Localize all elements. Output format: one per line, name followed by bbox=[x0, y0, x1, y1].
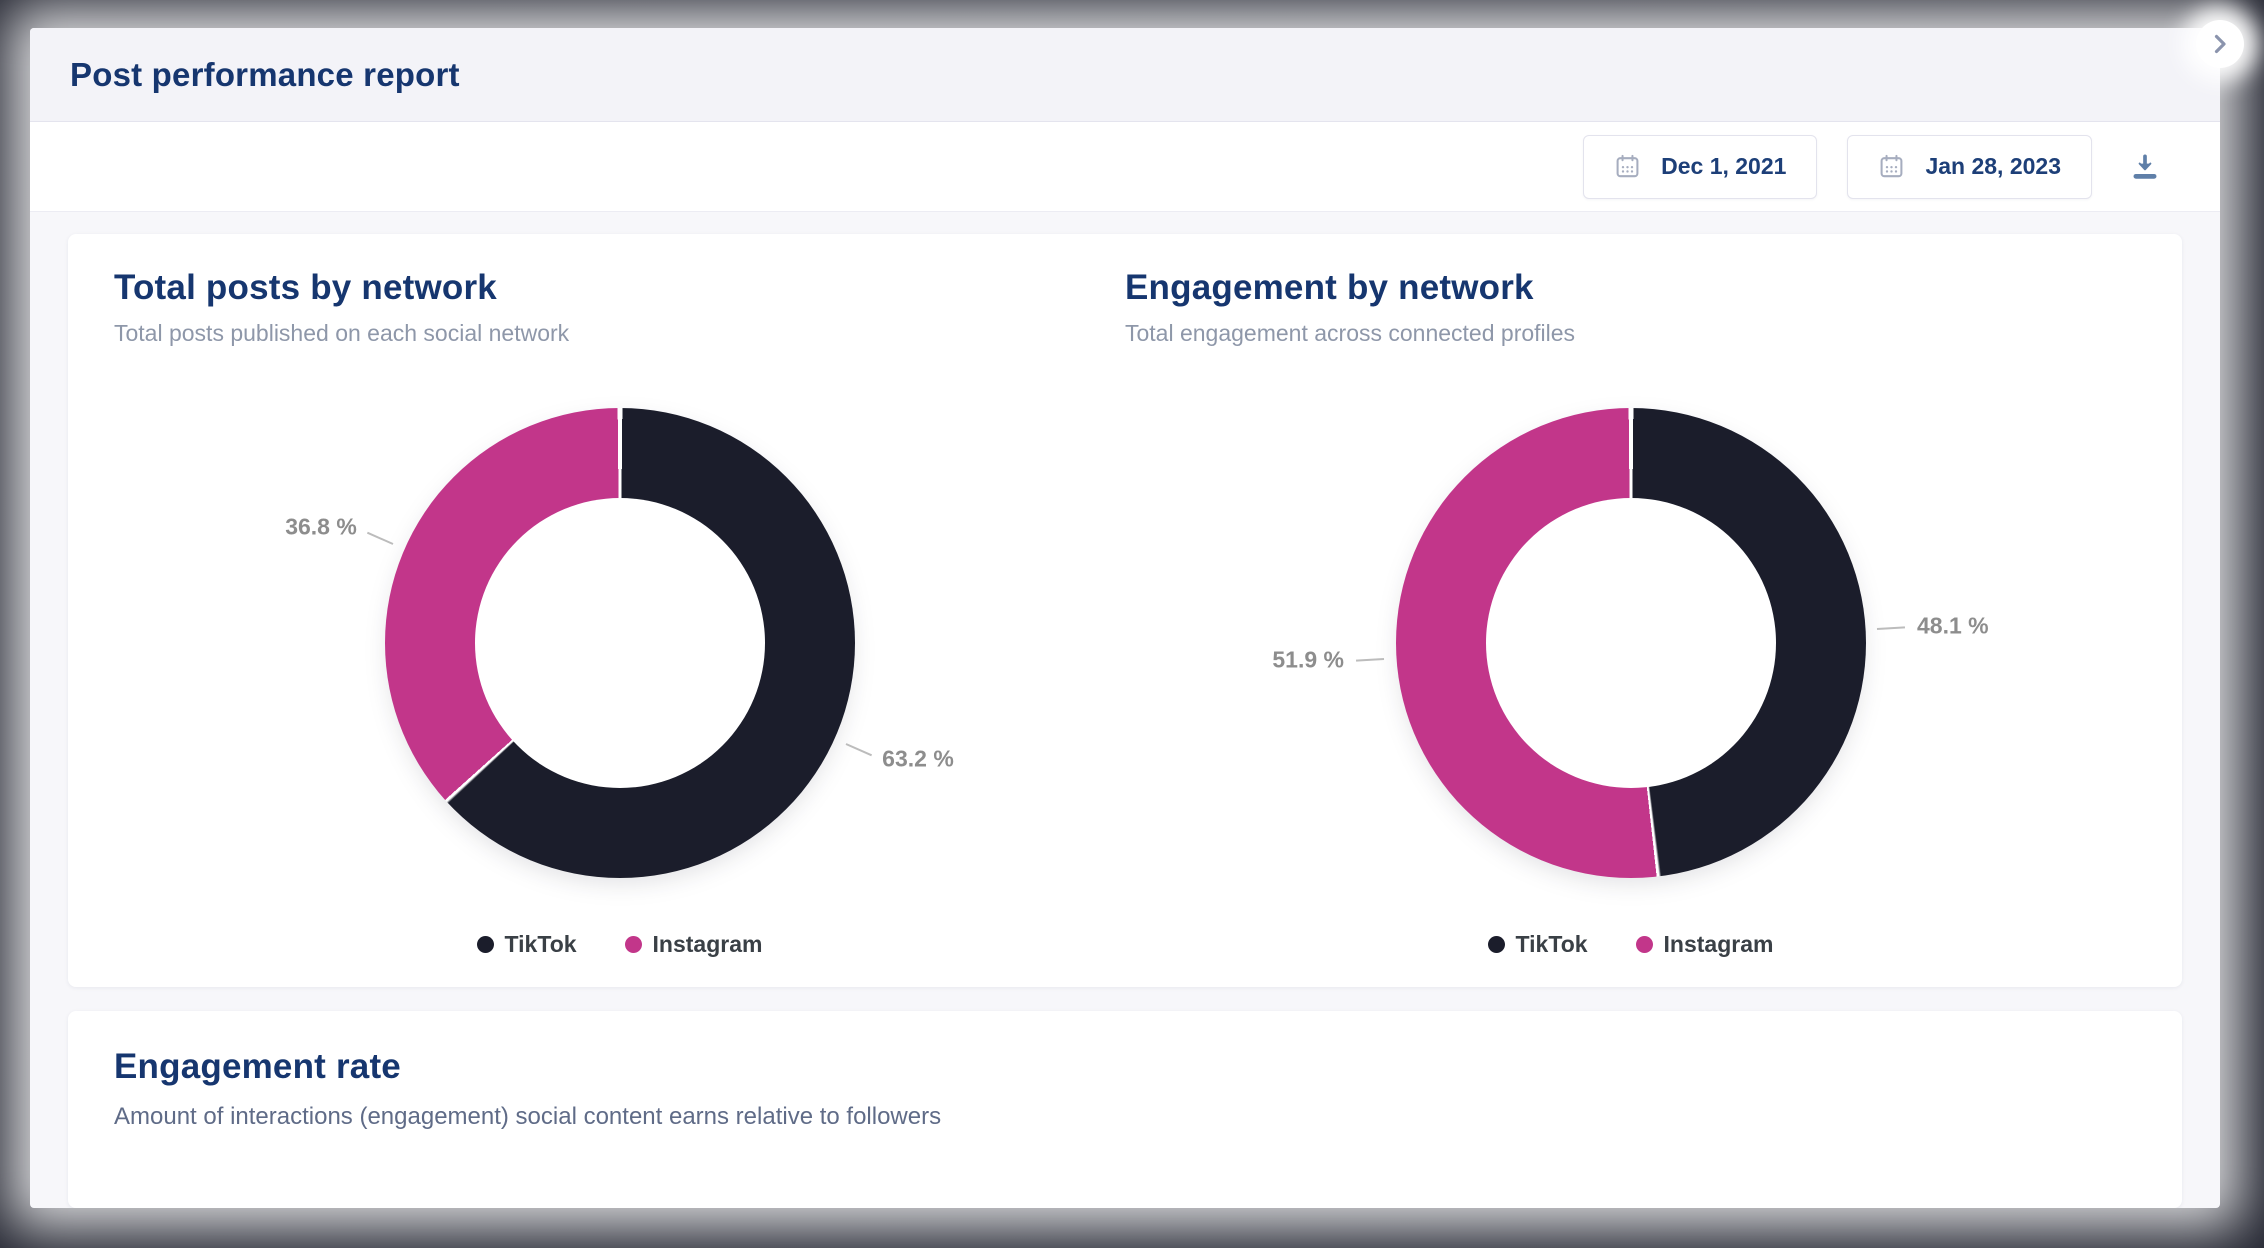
calendar-icon bbox=[1614, 153, 1641, 180]
charts-card: Total posts by network Total posts publi… bbox=[68, 234, 2182, 987]
legend-item-tiktok[interactable]: TikTok bbox=[476, 930, 577, 958]
modal-content: Total posts by network Total posts publi… bbox=[30, 212, 2220, 1208]
chart-subtitle: Total posts published on each social net… bbox=[114, 320, 570, 346]
slice-value-label: 48.1 % bbox=[1916, 612, 1989, 639]
donut-chart: 48.1 % 51.9 % bbox=[1125, 365, 2136, 921]
section-subtitle: Amount of interactions (engagement) soci… bbox=[114, 1103, 942, 1130]
engagement-rate-card: Engagement rate Amount of interactions (… bbox=[68, 1011, 2182, 1208]
chart-subtitle: Total engagement across connected profil… bbox=[1125, 320, 1576, 346]
calendar-icon bbox=[1878, 153, 1905, 180]
download-report-button[interactable] bbox=[2122, 144, 2168, 190]
label-leader-line bbox=[367, 532, 394, 546]
legend-label: TikTok bbox=[504, 930, 577, 957]
legend-item-instagram[interactable]: Instagram bbox=[1635, 930, 1774, 958]
date-from-button[interactable]: Dec 1, 2021 bbox=[1583, 134, 1818, 199]
chart-total-posts: Total posts by network Total posts publi… bbox=[114, 268, 1125, 965]
chart-engagement: Engagement by network Total engagement a… bbox=[1125, 268, 2136, 965]
legend-dot bbox=[476, 935, 494, 953]
legend-dot bbox=[624, 935, 642, 953]
legend-label: TikTok bbox=[1515, 930, 1588, 957]
chart-legend: TikTok Instagram bbox=[1125, 923, 2136, 965]
page-title: Post performance report bbox=[70, 55, 460, 93]
date-to-button[interactable]: Jan 28, 2023 bbox=[1847, 134, 2092, 199]
date-to-label: Jan 28, 2023 bbox=[1925, 153, 2061, 179]
legend-dot bbox=[1635, 935, 1653, 953]
toolbar: Dec 1, 2021 Jan 28, 2023 bbox=[30, 122, 2220, 212]
label-leader-line bbox=[1876, 626, 1906, 631]
slice-value-label: 63.2 % bbox=[882, 745, 954, 772]
slice-value-label: 36.8 % bbox=[285, 513, 357, 540]
chart-title: Engagement by network bbox=[1125, 268, 1534, 307]
section-title: Engagement rate bbox=[114, 1047, 401, 1086]
collapse-panel-button[interactable] bbox=[2196, 20, 2244, 68]
legend-item-instagram[interactable]: Instagram bbox=[624, 930, 763, 958]
label-leader-line bbox=[1355, 657, 1384, 662]
post-performance-report-modal: Post performance report Dec 1, 2021 bbox=[30, 28, 2220, 1208]
donut-hole bbox=[474, 498, 765, 788]
legend-dot bbox=[1487, 935, 1505, 953]
label-leader-line bbox=[845, 742, 872, 756]
legend-item-tiktok[interactable]: TikTok bbox=[1487, 930, 1588, 958]
chart-legend: TikTok Instagram bbox=[114, 923, 1125, 965]
modal-header: Post performance report bbox=[30, 28, 2220, 122]
slice-value-label: 51.9 % bbox=[1272, 646, 1344, 673]
donut-chart: 63.2 % 36.8 % bbox=[114, 365, 1125, 921]
chart-title: Total posts by network bbox=[114, 268, 497, 307]
download-icon bbox=[2128, 150, 2162, 184]
date-from-label: Dec 1, 2021 bbox=[1661, 153, 1787, 179]
chevron-right-icon bbox=[2208, 32, 2232, 56]
legend-label: Instagram bbox=[652, 930, 763, 957]
legend-label: Instagram bbox=[1663, 930, 1774, 957]
donut-hole bbox=[1485, 498, 1776, 788]
